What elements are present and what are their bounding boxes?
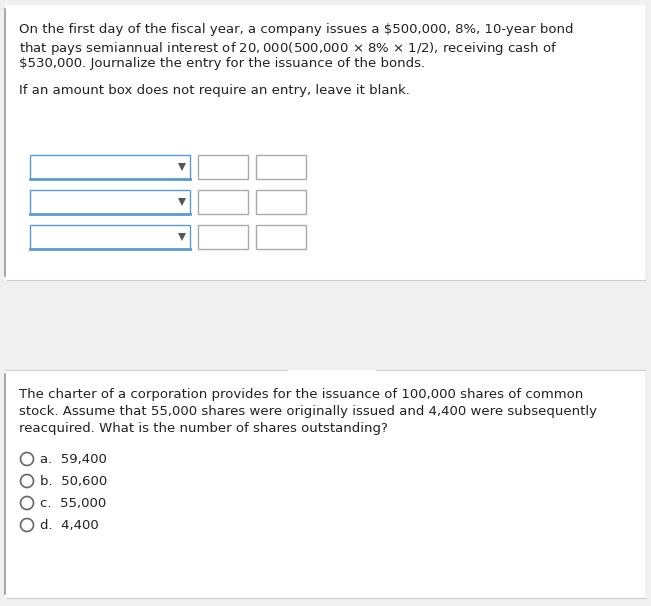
Bar <box>256 190 306 214</box>
Text: a.  59,400: a. 59,400 <box>40 453 107 465</box>
Bar <box>5 370 645 598</box>
Text: d.  4,400: d. 4,400 <box>40 519 99 531</box>
Text: $530,000. Journalize the entry for the issuance of the bonds.: $530,000. Journalize the entry for the i… <box>19 57 425 70</box>
Text: stock. Assume that 55,000 shares were originally issued and 4,400 were subsequen: stock. Assume that 55,000 shares were or… <box>19 405 597 418</box>
Bar <box>198 155 248 179</box>
Polygon shape <box>178 233 186 241</box>
Text: reacquired. What is the number of shares outstanding?: reacquired. What is the number of shares… <box>19 422 388 435</box>
Bar <box>198 225 248 249</box>
Bar <box>256 225 306 249</box>
Text: b.  50,600: b. 50,600 <box>40 474 107 487</box>
Bar <box>256 155 306 179</box>
Bar <box>30 190 190 214</box>
Text: c.  55,000: c. 55,000 <box>40 496 106 510</box>
Bar <box>30 155 190 179</box>
Text: On the first day of the fiscal year, a company issues a $500,000, 8%, 10-year bo: On the first day of the fiscal year, a c… <box>19 23 574 36</box>
Bar <box>5 5 645 280</box>
Bar <box>30 225 190 249</box>
Polygon shape <box>178 163 186 171</box>
Text: that pays semiannual interest of $20,000 ($500,000 × 8% × 1/2), receiving cash o: that pays semiannual interest of $20,000… <box>19 40 558 57</box>
Bar <box>198 190 248 214</box>
Text: If an amount box does not require an entry, leave it blank.: If an amount box does not require an ent… <box>19 84 410 97</box>
Polygon shape <box>178 198 186 206</box>
Text: The charter of a corporation provides for the issuance of 100,000 shares of comm: The charter of a corporation provides fo… <box>19 388 583 401</box>
